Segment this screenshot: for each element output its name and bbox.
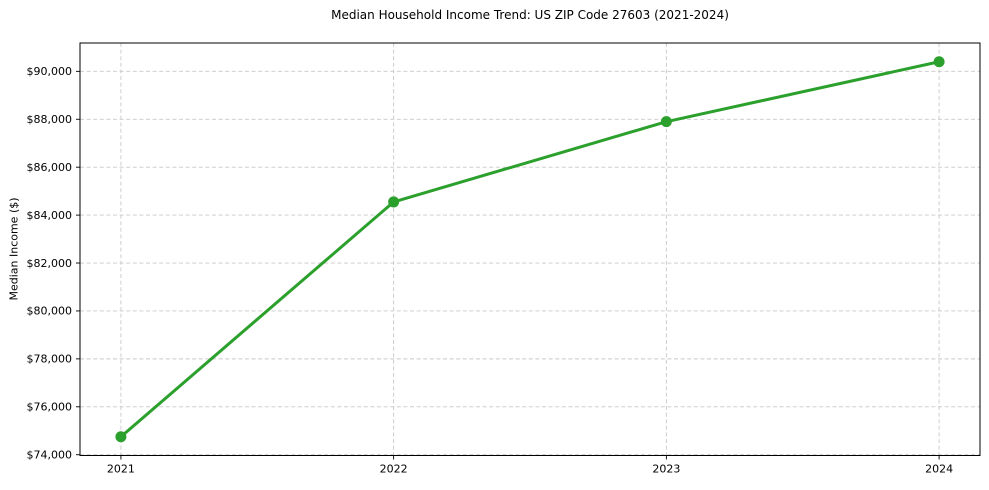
y-tick-label: $86,000 [27, 161, 73, 174]
data-point [933, 56, 945, 68]
y-tick-label: $88,000 [27, 113, 73, 126]
data-point [660, 116, 672, 128]
trend-line [119, 60, 941, 439]
data-point [388, 196, 400, 208]
y-tick-label: $74,000 [27, 449, 73, 462]
y-tick-label: $82,000 [27, 257, 73, 270]
y-tick-label: $80,000 [27, 305, 73, 318]
x-tick-label: 2024 [925, 463, 953, 476]
plot-border [79, 42, 981, 456]
chart-title: Median Household Income Trend: US ZIP Co… [331, 8, 729, 22]
x-tick-label: 2023 [652, 463, 680, 476]
data-point [115, 431, 127, 443]
x-tick-label: 2022 [380, 463, 408, 476]
y-tick-label: $76,000 [27, 401, 73, 414]
y-tick-label: $90,000 [27, 65, 73, 78]
y-tick-label: $84,000 [27, 209, 73, 222]
x-tick-label: 2021 [107, 463, 135, 476]
y-tick-label: $78,000 [27, 353, 73, 366]
